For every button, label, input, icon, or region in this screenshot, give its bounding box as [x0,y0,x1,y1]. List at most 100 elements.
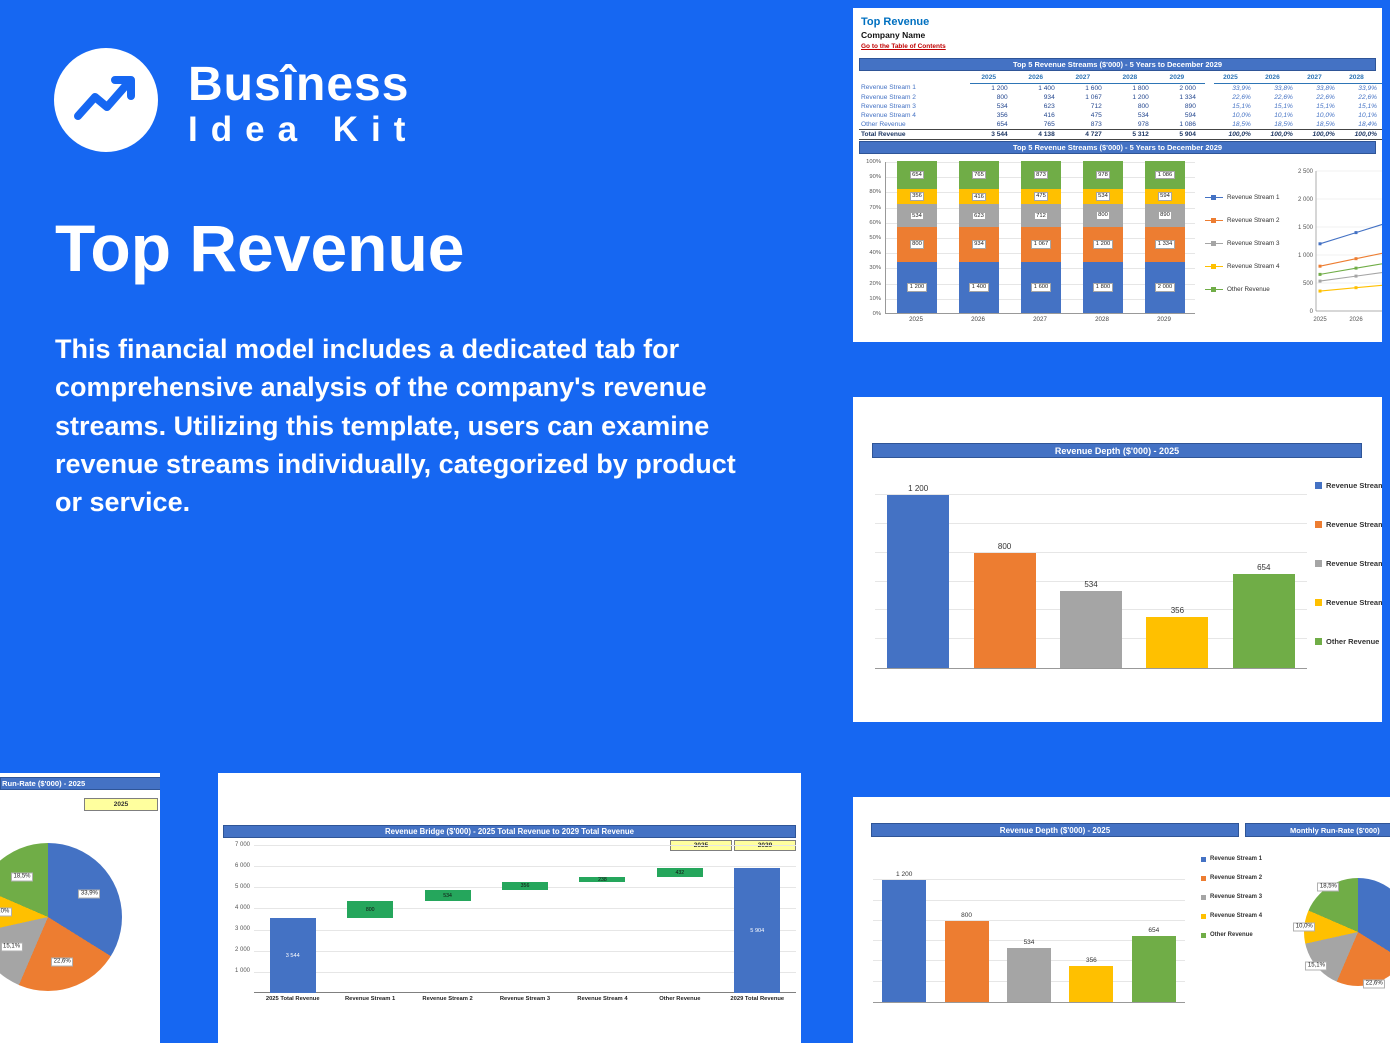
table-cell: 2025 [1213,73,1256,84]
axis-tick: 3 000 [234,926,250,933]
legend-label: Revenue Stream 4 [1326,598,1382,607]
stack-segment: 890 [1145,204,1185,228]
table-cell: 15,1% [1274,102,1293,110]
legend-item: Revenue Stream 3 [1201,894,1262,900]
page-title: Top Revenue [55,211,465,285]
stacked-bar: 1 400 934 623 416 765 [959,161,999,313]
data-label: 356 [1085,956,1097,964]
table-cell: 4 138 [1016,128,1064,140]
legend-marker [1201,913,1206,919]
stack-segment: 534 [1083,189,1123,205]
data-label: 1 200 [1093,240,1113,249]
toc-link[interactable]: Go to the Table of Contents [861,43,946,50]
legend-label: Revenue Stream 1 [1326,481,1382,490]
table-row: Revenue Stream 2 800 934 1 067 1 200 1 334 22,… [859,93,1382,102]
data-label: 1 086 [1155,170,1175,180]
legend-label: Other Revenue [1210,932,1253,938]
logo-chart-icon [54,48,158,152]
legend-marker [1315,599,1322,606]
brand-name-line2: Idea Kit [188,110,419,150]
table-cell [1205,102,1214,111]
stack-segment: 475 [1021,189,1061,205]
svg-text:2 000: 2 000 [1298,197,1314,203]
legend-label: Revenue Stream 4 [1210,913,1263,919]
table-cell: 1 400 [1038,84,1055,92]
stack-segment: 1 200 [897,261,937,313]
axis-tick: 7 000 [234,841,250,848]
stack-segment: 1 600 [1021,261,1061,313]
table-total-row: Total Revenue 3 544 4 138 4 727 5 312 5 904 10… [859,128,1382,140]
stack-segment: 1 200 [1083,227,1123,262]
bar [887,495,950,668]
svg-text:0: 0 [1310,309,1314,315]
bar [944,920,989,1002]
table-row: Other Revenue 654 765 873 978 1 086 18,5% 18,5%… [859,120,1382,130]
table-cell [1205,111,1214,120]
revenue-depth-panel: Revenue Depth ($'000) - 2025 1 200 800 534… [853,397,1382,722]
legend-item: Revenue Stream 1 [1201,856,1262,862]
stacked-plot: 1 200 800 534 356 654 1 400 934 623 416 765 1 600 1… [885,161,1195,314]
table-cell: 22,6% [1274,93,1293,101]
data-label: 765 [971,170,987,180]
legend-label: Revenue Stream 3 [1210,894,1263,900]
table-header-row: 2025 2026 2027 2028 2029 2025 2026 2027 2028 [859,73,1382,84]
depth-chart: 1 200 800 534 356 654 [875,473,1315,673]
bar: 800 [347,901,394,919]
table-cell: 22,6% [1358,93,1377,101]
axis-tick: Revenue Stream 2 [422,996,473,1002]
gridline [875,580,1307,582]
axis-tick: Revenue Stream 3 [499,996,551,1002]
table-cell: 873 [1090,120,1102,128]
table-cell: 2026 [1016,73,1064,84]
axis-tick: 2029 Total Revenue [730,996,785,1002]
table-cell: 534 [996,102,1008,110]
data-label: 873 [1033,170,1049,180]
axis-tick: 6 000 [234,862,250,869]
data-label: 475 [1033,192,1049,201]
depth-plot2: 1 200 800 534 356 654 [873,865,1185,1003]
legend-marker [1201,894,1206,900]
legend-label: Revenue Stream 1 [1210,856,1263,862]
axis-tick: 1 000 [234,968,250,975]
gridline [254,950,796,952]
legend-label: Revenue Stream 2 [1210,875,1263,881]
data-label: 1 334 [1155,240,1175,249]
legend-label: Other Revenue [1227,286,1270,293]
legend-marker [1205,194,1223,200]
table-cell: 800 [1137,102,1149,110]
axis-tick: 20% [869,280,881,287]
table-cell: 2 000 [1179,84,1196,92]
svg-text:2 500: 2 500 [1298,169,1314,175]
table-cell: 15,1% [1316,102,1335,110]
legend-marker [1315,521,1322,528]
gridline [254,971,796,973]
axis-tick: 50% [869,235,881,241]
legend-item: Revenue Stream 1 [1205,194,1280,201]
table-cell [1205,73,1214,83]
axis-tick: Revenue Stream 1 [345,996,396,1002]
table-cell: 2028 [1110,73,1158,84]
stack-segment: 765 [959,161,999,190]
axis-tick: 90% [869,174,881,181]
table-cell: 654 [996,120,1008,128]
table-row: Revenue Stream 3 534 623 712 800 890 15,1% 15,1… [859,102,1382,111]
axis-tick: Revenue Stream 4 [577,996,628,1002]
table-cell: 1 800 [1132,84,1149,92]
legend-item: Revenue Stream 4 [1315,598,1382,607]
table-cell: 15,1% [1358,102,1377,110]
table-cell: 33,9% [1232,84,1251,92]
data-label: 712 [1033,211,1049,221]
table-cell: 100,0% [1297,128,1340,140]
table-cell: 1 200 [991,84,1008,92]
gridline [875,522,1307,524]
depth-legend: Revenue Stream 1 Revenue Stream 2 Revenue … [1315,481,1382,646]
legend-item: Revenue Stream 4 [1205,263,1280,270]
stack-segment: 800 [897,227,937,262]
monthly-pie-area: 33,9%22,6%15,1%10,0%18,5% [1253,847,1390,1043]
year-tab-2025[interactable]: 2025 [84,798,158,811]
data-label: 1 600 [1031,283,1051,292]
table-cell: 594 [1184,111,1196,119]
table-cell: 22,6% [1316,93,1335,101]
stacked-legend: Revenue Stream 1 Revenue Stream 2 Revenue … [1205,194,1280,293]
